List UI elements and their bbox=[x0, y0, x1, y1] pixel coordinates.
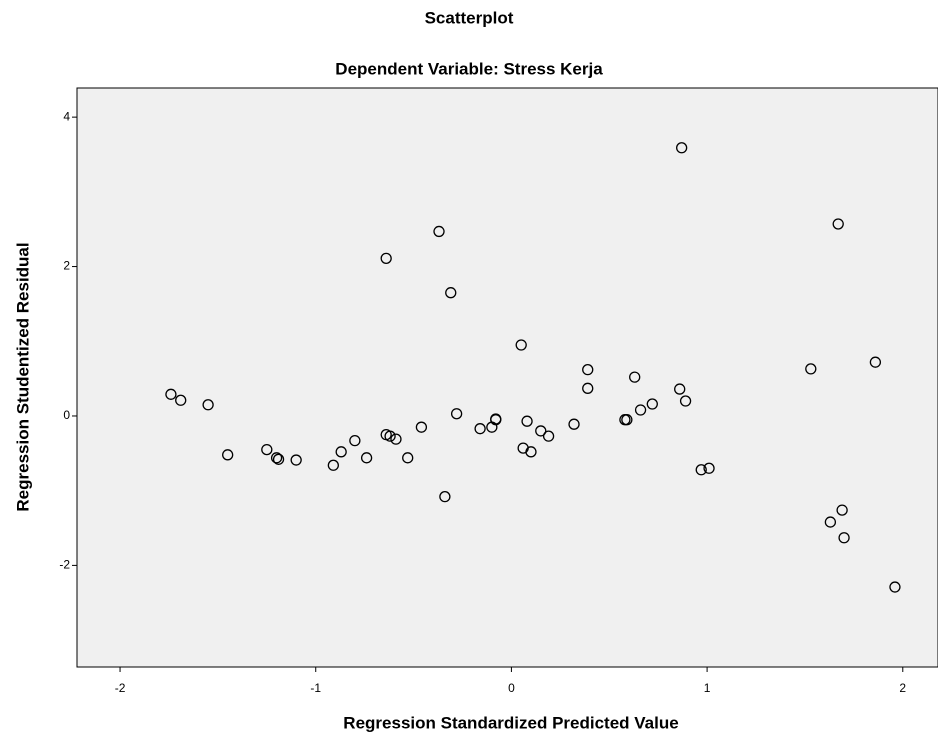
x-tick-label: 0 bbox=[508, 681, 515, 695]
plot-area bbox=[77, 88, 938, 667]
y-axis-title: Regression Studentized Residual bbox=[13, 242, 32, 511]
y-tick-label: 0 bbox=[63, 408, 70, 422]
x-axis-title: Regression Standardized Predicted Value bbox=[343, 713, 678, 732]
chart: Scatterplot Dependent Variable: Stress K… bbox=[0, 0, 938, 740]
y-tick-label: 4 bbox=[63, 109, 70, 123]
y-tick-label: 2 bbox=[63, 259, 70, 273]
x-tick-label: -2 bbox=[115, 681, 126, 695]
x-tick-label: -1 bbox=[310, 681, 321, 695]
y-tick-label: -2 bbox=[59, 558, 70, 572]
x-tick-label: 1 bbox=[704, 681, 711, 695]
chart-title: Scatterplot bbox=[425, 8, 514, 27]
chart-subtitle: Dependent Variable: Stress Kerja bbox=[335, 59, 603, 78]
x-tick-label: 2 bbox=[899, 681, 906, 695]
